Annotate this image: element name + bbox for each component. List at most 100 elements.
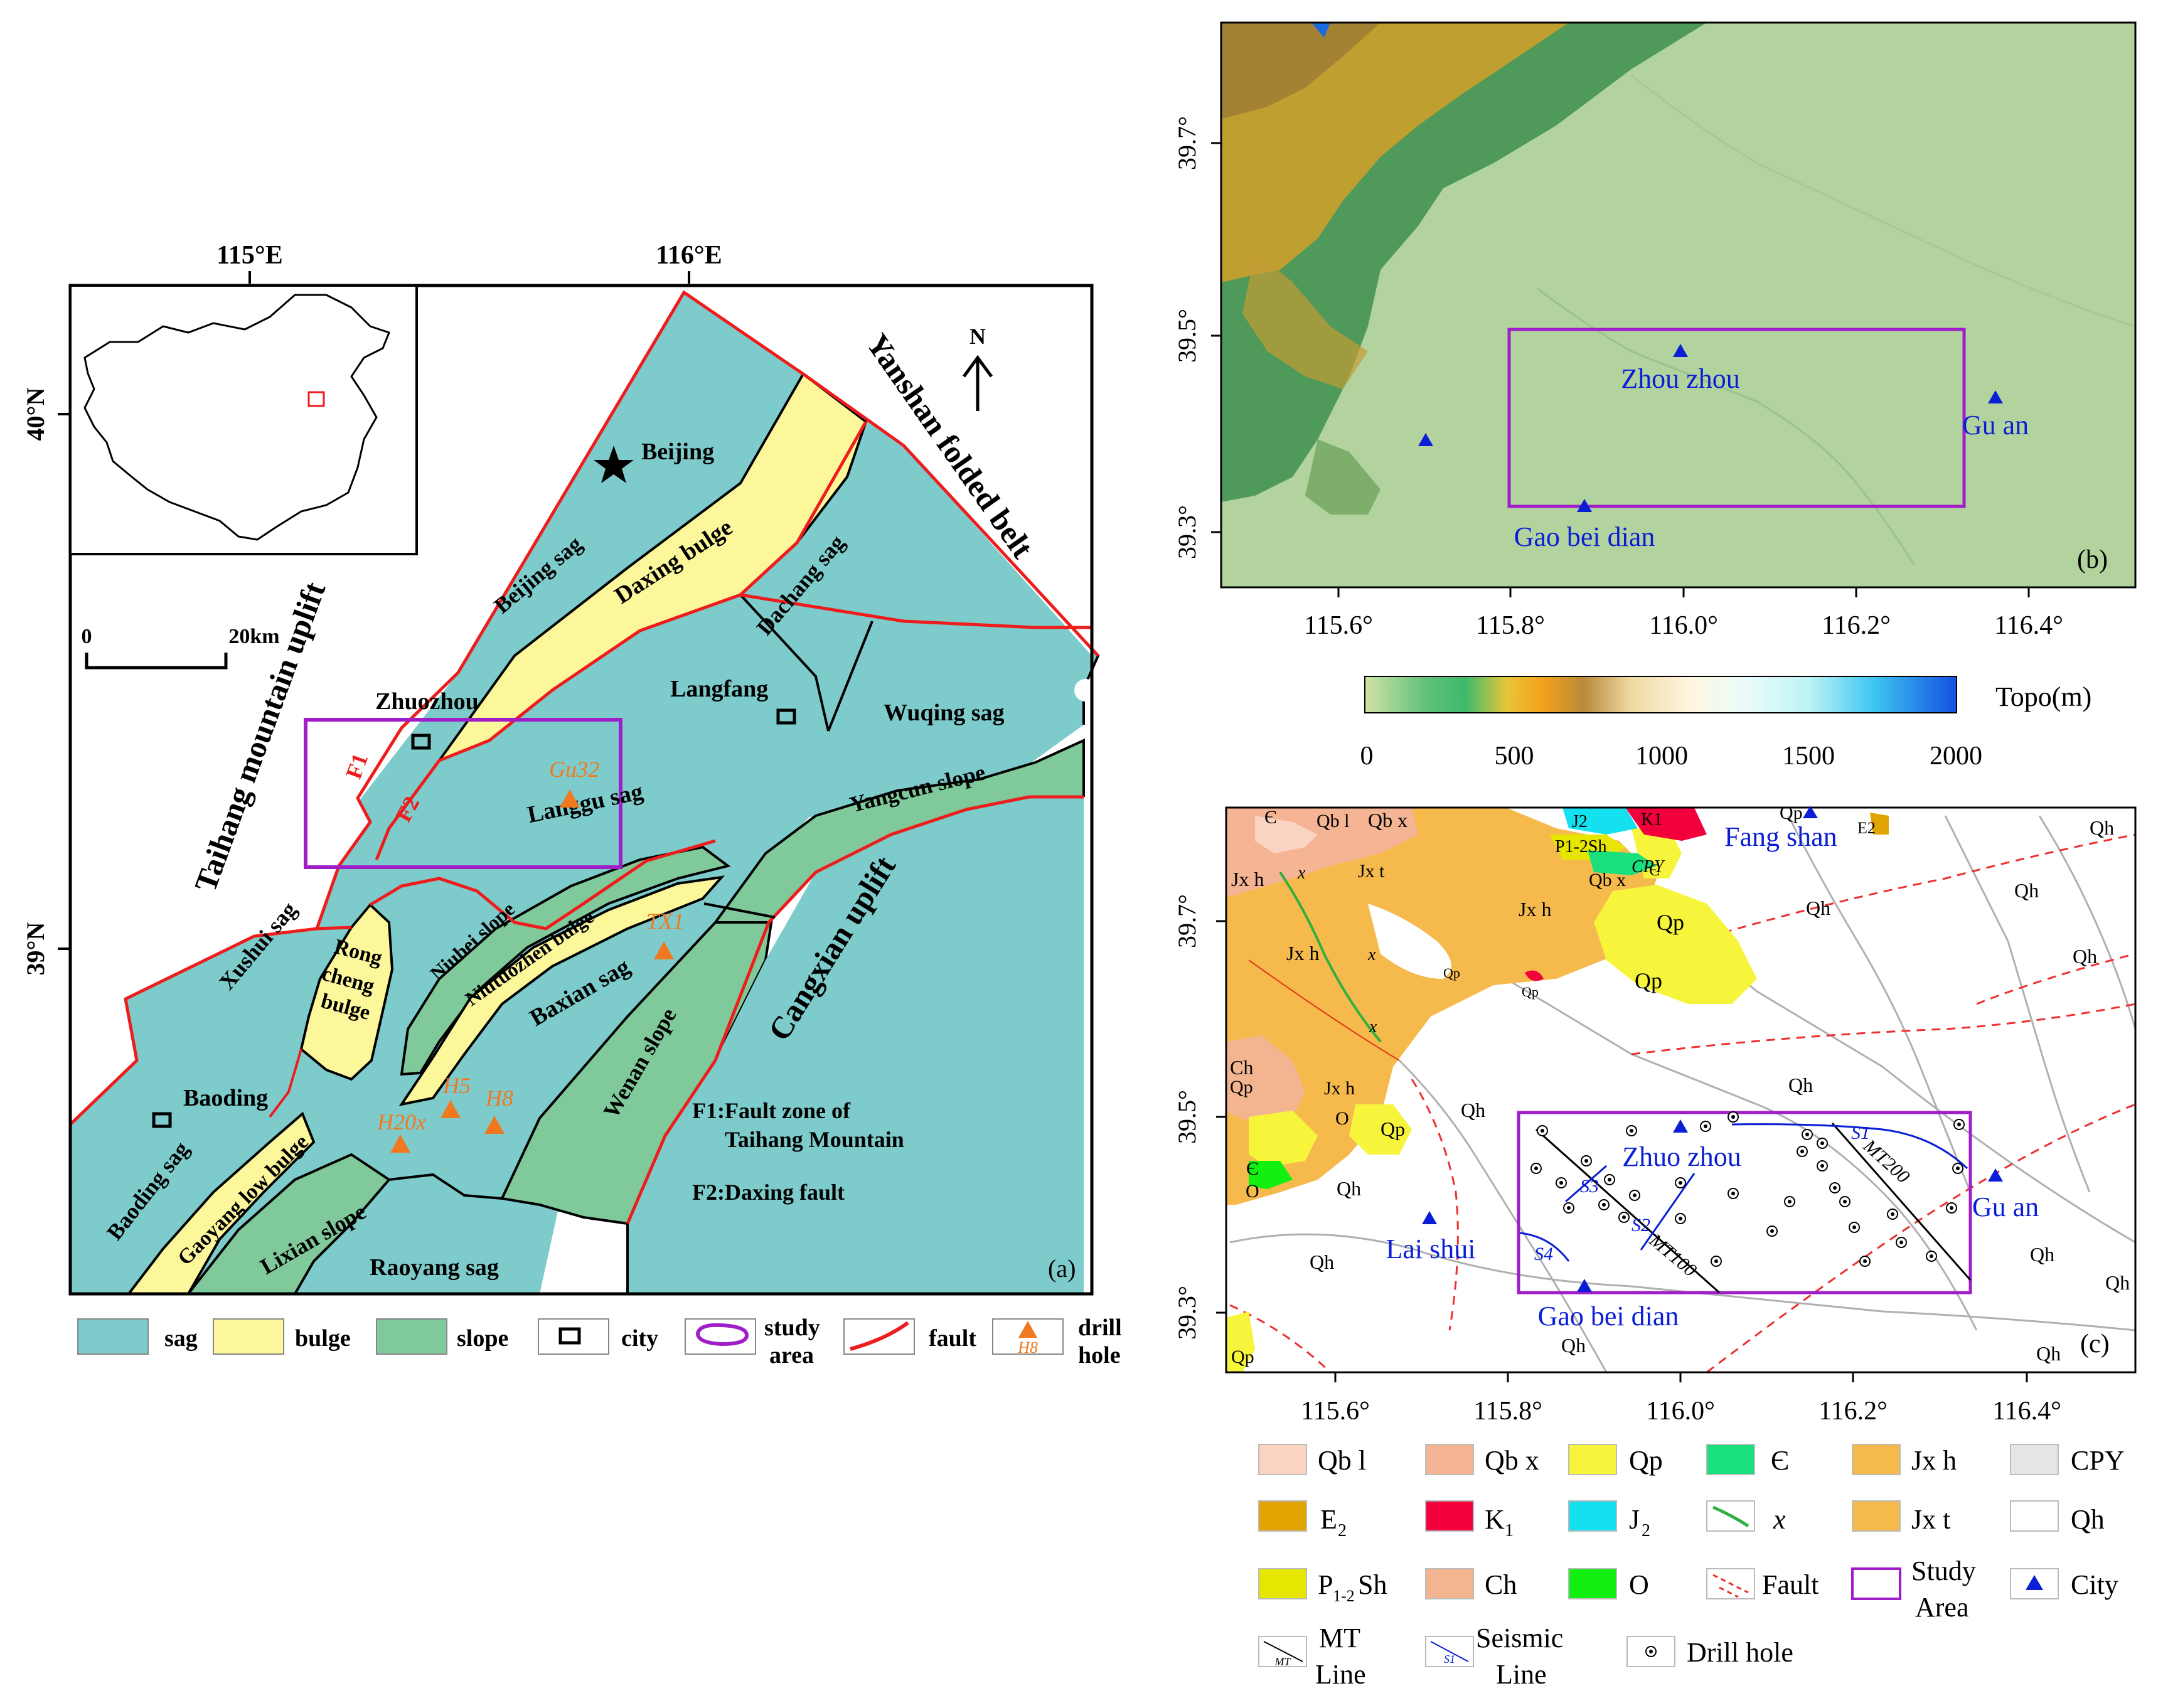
china-inset (69, 284, 418, 555)
svg-text:E: E (1320, 1504, 1337, 1535)
svg-text:City: City (2071, 1569, 2118, 1600)
drill-h5: H5 (442, 1073, 471, 1098)
c-s4-line (1519, 1232, 1570, 1262)
c-unit-j2: J2 (1572, 812, 1588, 831)
city-beijing: Beijing (641, 439, 714, 465)
svg-text:slope: slope (457, 1325, 508, 1352)
c-unit-jxt: Jx t (1358, 861, 1385, 882)
c-unit-qp-6: Qp (1522, 984, 1539, 1000)
c-mt200-line (1831, 1123, 1972, 1281)
c-unit-qbl: Qb l (1316, 811, 1350, 831)
svg-text:area: area (769, 1342, 814, 1369)
unit-qp-area-3 (1249, 1111, 1318, 1167)
svg-text:Line: Line (1315, 1659, 1366, 1690)
label-raoyang: Raoyang sag (370, 1254, 499, 1281)
c-city-zhuozhou: Zhuo zhou (1622, 1141, 1741, 1172)
c-unit-qp-3: Qp (1230, 1077, 1253, 1097)
c-city-gaobeidian: Gao bei dian (1538, 1301, 1679, 1332)
panel-c-label: (c) (2080, 1330, 2110, 1358)
gaoyang-low-bulge (126, 1111, 316, 1295)
b-lon-1158: 115.8° (1476, 611, 1545, 640)
lat-tick-40: 40°N (21, 387, 50, 440)
c-unit-qh-4: Qh (2073, 945, 2097, 968)
b-lat-393: 39.3° (1173, 505, 1201, 559)
svg-text:S1: S1 (1444, 1653, 1455, 1665)
drill-h20x: H20x (377, 1109, 426, 1134)
c-study-area (1517, 1111, 1972, 1294)
beijing-star-icon (594, 446, 634, 483)
unit-o-area (1249, 1161, 1293, 1189)
c-lon-1162: 116.2° (1819, 1397, 1888, 1426)
c-s3: S3 (1580, 1176, 1599, 1197)
svg-text:x: x (1773, 1504, 1786, 1535)
svg-text:Line: Line (1496, 1659, 1547, 1690)
svg-text:Area: Area (1915, 1592, 1969, 1623)
svg-text:Drill hole: Drill hole (1687, 1637, 1793, 1668)
unit-cambrian-area (1588, 850, 1657, 875)
svg-text:fault: fault (929, 1325, 976, 1352)
c-unit-e2: E2 (1857, 819, 1876, 837)
drill-h8-icon (484, 1116, 505, 1134)
c-lon-1160: 116.0° (1646, 1397, 1715, 1426)
c-unit-qh-8: Qh (1310, 1251, 1334, 1273)
b-gaobeidian-icon (1577, 499, 1592, 512)
b-city-guan: Gu an (1962, 410, 2029, 440)
b-lon-1160: 116.0° (1649, 611, 1718, 640)
c-unit-qh-12: Qh (2036, 1342, 2061, 1365)
unit-qp-area-1 (1594, 885, 1757, 1004)
c-unit-x-1: x (1297, 863, 1306, 883)
svg-text:J: J (1629, 1504, 1640, 1535)
svg-text:0: 0 (82, 625, 92, 648)
b-lat-395: 39.5° (1173, 309, 1201, 363)
c-lat-393: 39.3° (1173, 1286, 1201, 1340)
c-unit-qh-9: Qh (2030, 1243, 2054, 1266)
b-lon-1164: 116.4° (1994, 611, 2063, 640)
tectonic-map (68, 284, 1100, 1296)
svg-text:O: O (1629, 1569, 1649, 1600)
panel-a-label: (a) (1048, 1254, 1076, 1283)
b-lon-1156: 115.6° (1304, 611, 1373, 640)
c-s3-line (1565, 1165, 1607, 1203)
svg-text:Є: Є (1771, 1445, 1789, 1476)
svg-text:MT: MT (1274, 1655, 1291, 1668)
b-guan-icon (1988, 390, 2003, 403)
cangxian-uplift-area (628, 797, 1084, 1294)
svg-text:Qb l: Qb l (1318, 1445, 1366, 1476)
study-area-box (304, 718, 622, 869)
c-mt100-line (1535, 1128, 1720, 1294)
scale-bar: 0 20km (82, 625, 280, 670)
fault-f1 (69, 290, 1099, 1126)
note-f1-line2: Taihang Mountain (725, 1127, 904, 1152)
c-s1: S1 (1851, 1123, 1870, 1143)
c-lat-395: 39.5° (1173, 1090, 1201, 1144)
svg-text:city: city (621, 1325, 658, 1352)
c-city-fangshan: Fang shan (1724, 821, 1837, 852)
drill-gu32: Gu32 (549, 757, 599, 782)
panel-c: 39.7° 39.5° 39.3° 115.6° 115.8° 116.0° 1… (1173, 803, 2137, 1426)
svg-text:P: P (1318, 1569, 1333, 1600)
c-s4: S4 (1534, 1244, 1553, 1264)
svg-text:sag: sag (164, 1325, 198, 1352)
c-unit-qbx-2: Qb x (1589, 870, 1626, 890)
c-lon-1158: 115.8° (1473, 1397, 1542, 1426)
c-unit-qbx-1: Qb x (1368, 809, 1407, 831)
unit-qbl-area (1255, 816, 1318, 853)
c-unit-o-1: O (1335, 1108, 1349, 1129)
svg-text:2: 2 (1338, 1521, 1347, 1540)
svg-text:1: 1 (1505, 1521, 1514, 1540)
c-unit-qh-5: Qh (1788, 1074, 1813, 1096)
city-langfang: Langfang (670, 676, 768, 702)
zhuozhou-city-icon (411, 734, 431, 750)
drill-tx1-icon (654, 941, 674, 959)
c-gaobeidian-icon (1577, 1279, 1592, 1292)
unit-j2-area (1562, 808, 1638, 835)
langfang-city-icon (776, 708, 796, 725)
panel-b: 39.7° 39.5° 39.3° 115.6° 115.8° 116.0° 1… (1173, 21, 2137, 640)
c-unit-qp-1: Qp (1657, 910, 1684, 935)
b-city-gaobeidian: Gao bei dian (1514, 521, 1655, 552)
b-zhouzhou-icon (1673, 344, 1688, 357)
unit-jxh-area (1226, 808, 1657, 1205)
c-unit-jxh-4: Jx h (1324, 1078, 1355, 1099)
drill-h8: H8 (485, 1086, 513, 1111)
c-city-laishui: Lai shui (1386, 1234, 1476, 1264)
